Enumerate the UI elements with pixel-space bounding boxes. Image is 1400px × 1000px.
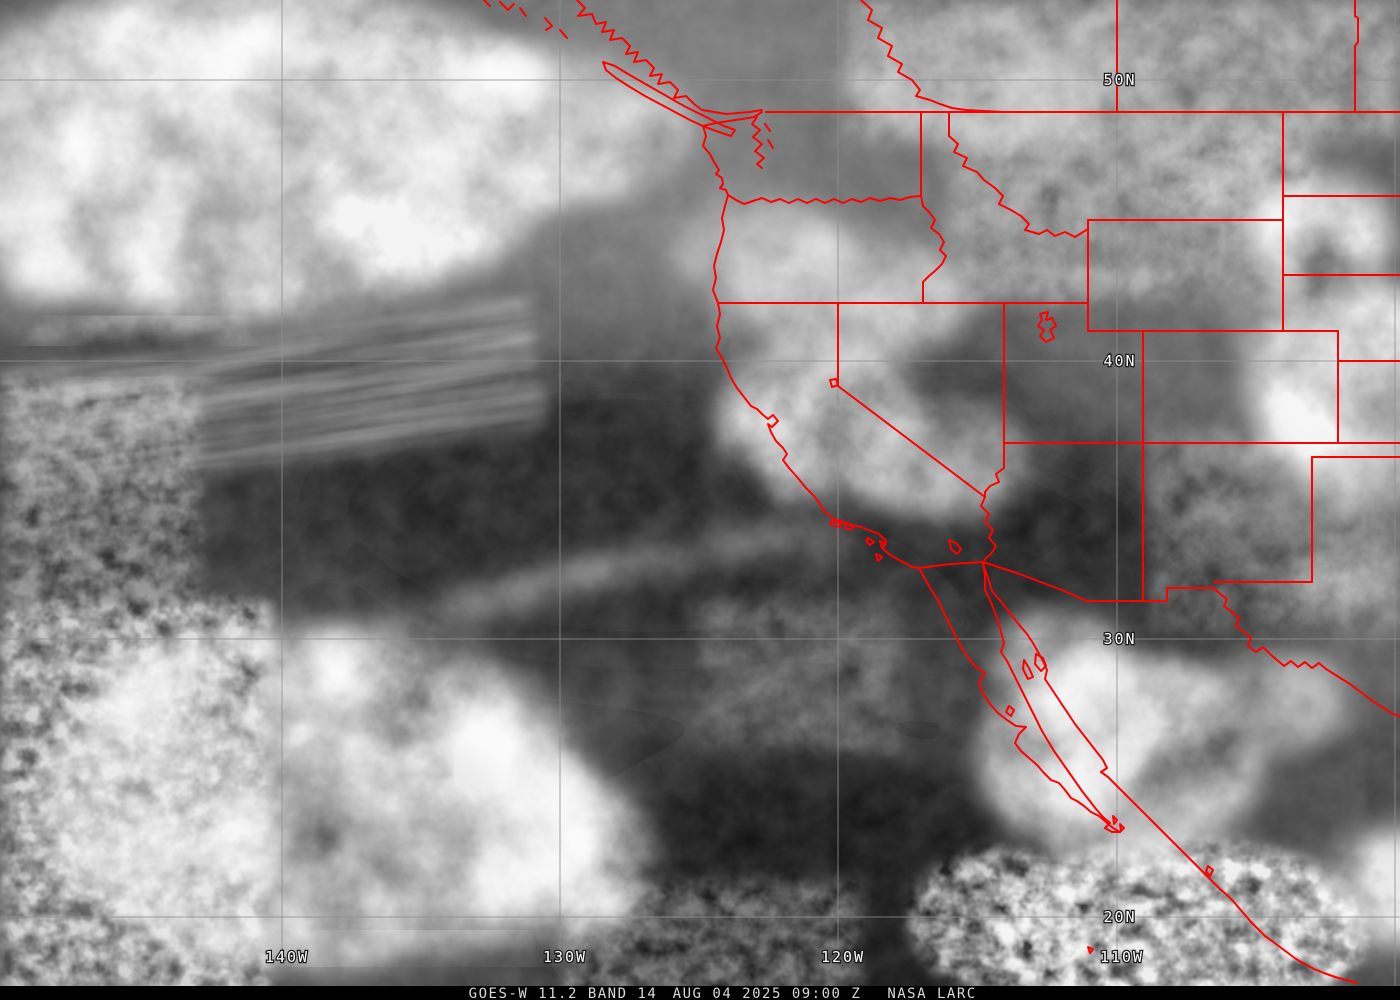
isla-cedros — [1005, 705, 1015, 717]
sinaloa-island — [1205, 865, 1214, 877]
la-paz-islands — [1112, 815, 1125, 832]
salton-sea — [948, 539, 962, 555]
baja-pacific-coast — [918, 567, 1121, 833]
oregon-idaho-border — [920, 195, 947, 304]
rio-grande — [1213, 587, 1400, 718]
colorado-river-az-ca — [980, 496, 997, 565]
islas-marias — [1087, 946, 1094, 954]
great-salt-lake — [1037, 311, 1057, 343]
bc-alberta-divide — [860, 0, 1005, 113]
longitude-label-110W: 110W — [1100, 948, 1144, 966]
puget-sound — [751, 116, 774, 169]
arizona-nevada-border — [984, 442, 1005, 498]
latitude-label-20N: 20N — [1103, 908, 1136, 926]
longitude-label-120W: 120W — [821, 948, 865, 966]
longitude-label-140W: 140W — [265, 948, 309, 966]
idaho-montana-border — [948, 111, 1089, 238]
caption-satellite-band: GOES-W 11.2 BAND 14 — [469, 986, 658, 1000]
california-coast — [712, 194, 920, 569]
vancouver-island — [602, 61, 736, 137]
us-mexico-border-arizona — [982, 561, 1088, 602]
colorado-river-delta — [982, 563, 993, 592]
haida-islands — [483, 0, 568, 39]
channel-islands — [829, 520, 887, 562]
isla-angel-de-la-guarda — [1022, 659, 1034, 680]
caption-background — [0, 986, 1400, 1000]
latlon-labels: 50N 40N 30N 20N 140W 130W 120W 110W — [264, 70, 1144, 968]
caption-credit: NASA LARC — [887, 986, 976, 1000]
longitude-label-130W: 130W — [543, 948, 587, 966]
bc-mainland-coast — [576, 0, 763, 115]
washington-coast — [702, 125, 729, 196]
map-borders-overlay — [483, 0, 1400, 984]
caption-datetime: AUG 04 2025 09:00 Z — [673, 986, 862, 1000]
california-nevada-diagonal — [837, 385, 986, 498]
caption-bar: GOES-W 11.2 BAND 14 AUG 04 2025 09:00 Z … — [0, 986, 1400, 1000]
sonora-sinaloa-coast — [991, 590, 1358, 984]
us-mexico-border-california — [918, 561, 984, 569]
latitude-label-40N: 40N — [1103, 352, 1136, 370]
latitude-label-50N: 50N — [1103, 71, 1136, 89]
saskatchewan-manitoba-border — [1354, 0, 1359, 113]
baja-gulf-coast — [984, 589, 1121, 833]
isla-tiburon — [1034, 653, 1047, 672]
latitude-label-30N: 30N — [1103, 630, 1136, 648]
columbia-river-46n-border — [727, 194, 922, 205]
juan-de-fuca-shore — [702, 111, 763, 127]
us-mexico-border-31-33n — [1086, 587, 1215, 602]
